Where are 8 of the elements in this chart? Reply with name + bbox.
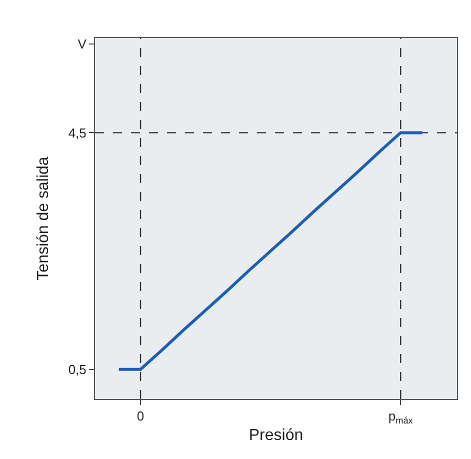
x-axis-title: Presión: [248, 427, 304, 444]
x-tick-label: p$_{máx}$: [388, 408, 414, 426]
y-tick-label: 4,5: [68, 125, 86, 140]
y-tick-label: 0,5: [68, 362, 86, 377]
line-series: [117, 131, 424, 371]
y-tick-label: V: [78, 36, 87, 52]
y-axis-title: Tensión de salida: [35, 156, 52, 280]
x-tick-label: 0: [136, 408, 144, 424]
